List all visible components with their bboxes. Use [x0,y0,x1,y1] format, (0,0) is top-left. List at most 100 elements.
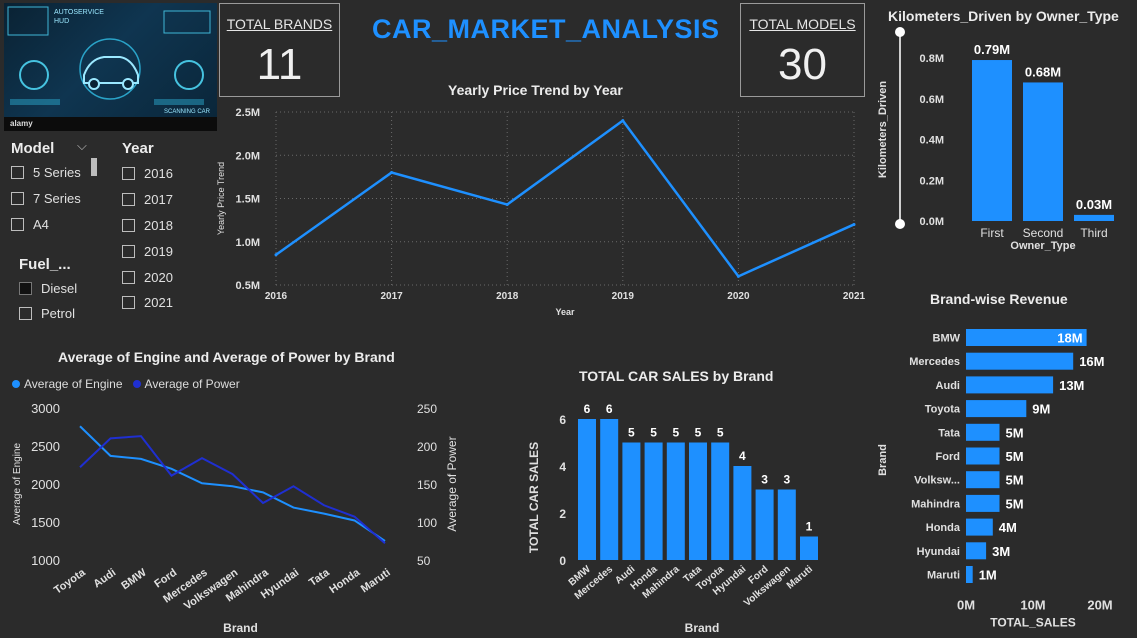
y-tick-label: Mercedes [909,356,960,368]
data-label: 3 [761,473,768,487]
slicer-option-fuel[interactable]: Diesel [19,281,77,296]
y-tick-label: 1000 [31,553,60,568]
bar[interactable] [666,442,685,561]
y-right-tick-label: 50 [417,554,431,568]
slicer-option-fuel[interactable]: Petrol [19,306,75,321]
chart-km-owner: 0.0M 0.2M 0.4M 0.6M 0.8M 0.79M First 0.68M Secon… [877,42,1114,252]
legend-dot [12,380,20,388]
data-label: 5M [1006,496,1024,511]
y-tick-label: Toyota [925,404,961,416]
chart-title-km-owner: Kilometers_Driven by Owner_Type [888,8,1119,24]
bar[interactable] [1074,214,1114,221]
y-right-tick-label: 200 [417,440,437,454]
legend-dot [132,380,141,388]
checkbox[interactable] [19,282,32,295]
data-label: 16M [1079,354,1104,369]
x-tick-label: 0M [957,598,975,613]
data-point [852,222,856,226]
kpi-total-models: TOTAL MODELS 30 [740,3,865,97]
bar[interactable] [966,329,1087,346]
x-tick-label: 2021 [843,291,866,302]
checkbox[interactable] [122,271,135,284]
bar[interactable] [966,518,993,536]
data-label: 0.03M [1076,197,1112,212]
bar[interactable] [622,442,641,561]
checkbox[interactable] [11,218,24,231]
checkbox[interactable] [11,192,24,205]
series-line [79,435,386,545]
y-tick-label: 1.0M [236,237,260,249]
chart-car-sales: 02466BMW6Mercedes5Audi5Honda5Mahindra5Ta… [527,402,818,635]
bar[interactable] [1023,82,1063,221]
page-title: CAR_MARKET_ANALYSIS [372,14,720,44]
y-axis-label: Kilometers_Driven [877,81,889,178]
x-tick-label: First [980,226,1004,240]
slicer-option-model[interactable]: 7 Series [11,191,81,206]
slicer-option-year[interactable]: 2021 [122,295,173,310]
bar[interactable] [966,400,1027,418]
bar[interactable] [966,494,1000,512]
bar[interactable] [966,447,1000,465]
x-tick-label: Third [1080,226,1107,240]
checkbox[interactable] [11,166,24,179]
model-slicer-scrollbar[interactable] [91,158,97,176]
slicer-option-model[interactable]: 5 Series [11,165,81,180]
chevron-down-icon[interactable]: ⌵ [77,138,87,153]
x-axis-label: Brand [223,621,258,635]
checkbox[interactable] [122,219,135,232]
bar[interactable] [966,352,1074,370]
checkbox[interactable] [122,167,135,180]
checkbox[interactable] [122,245,135,258]
chart-title-engine-power: Average of Engine and Average of Power b… [58,349,395,365]
y-tick-label: 0.6M [920,94,944,106]
y-axis-label: Brand [877,444,889,476]
data-label: 18M [1057,331,1082,346]
bar[interactable] [966,542,987,560]
bar[interactable] [600,419,619,560]
slicer-option-year[interactable]: 2020 [122,270,173,285]
y-tick-label: BMW [933,333,961,345]
y-tick-label: 0.4M [920,135,944,147]
bar[interactable] [711,442,730,561]
legend-label: Average of Power [144,377,240,391]
data-label: 0.68M [1025,64,1061,79]
bar[interactable] [777,489,796,561]
chart-title-car-sales: TOTAL CAR SALES by Brand [579,368,774,384]
slicer-option-year[interactable]: 2018 [122,218,173,233]
data-label: 13M [1059,378,1084,393]
x-tick-label: Maruti [785,564,815,592]
x-tick-label: 2016 [265,291,288,302]
legend-engine-power: Average of Engine Average of Power [12,377,240,391]
slicer-option-year[interactable]: 2017 [122,192,173,207]
slicer-option-model[interactable]: A4 [11,217,49,232]
y-tick-label: 0.5M [236,280,260,292]
kpi-label: TOTAL MODELS [749,16,856,32]
kpi-value: 30 [778,40,827,89]
data-label: 1 [806,520,813,534]
bar[interactable] [972,60,1012,221]
checkbox[interactable] [19,307,32,320]
bar[interactable] [755,489,774,561]
slicer-option-year[interactable]: 2019 [122,244,173,259]
bar[interactable] [966,471,1000,489]
bar[interactable] [733,466,752,560]
bar[interactable] [578,419,596,560]
slicer-option-year[interactable]: 2016 [122,166,173,181]
bar[interactable] [966,566,973,583]
range-slider[interactable] [892,24,908,234]
bar[interactable] [644,442,663,561]
chart-title-yearly-price: Yearly Price Trend by Year [448,82,623,98]
bar[interactable] [966,423,1000,441]
checkbox[interactable] [122,296,135,309]
x-tick-label: Audi [91,567,118,591]
x-tick-label: Honda [327,566,363,596]
data-label: 5 [628,426,635,440]
checkbox[interactable] [122,193,135,206]
year-slicer-title: Year [122,140,154,157]
chart-brand-revenue: BMW 18M Mercedes 16M Audi 13M Toyota 9M Tata 5M Fo… [877,329,1113,630]
bar[interactable] [966,376,1054,394]
data-label: 6 [606,402,613,416]
bar[interactable] [800,536,818,561]
x-axis-label: TOTAL_SALES [990,616,1076,630]
bar[interactable] [689,442,707,561]
